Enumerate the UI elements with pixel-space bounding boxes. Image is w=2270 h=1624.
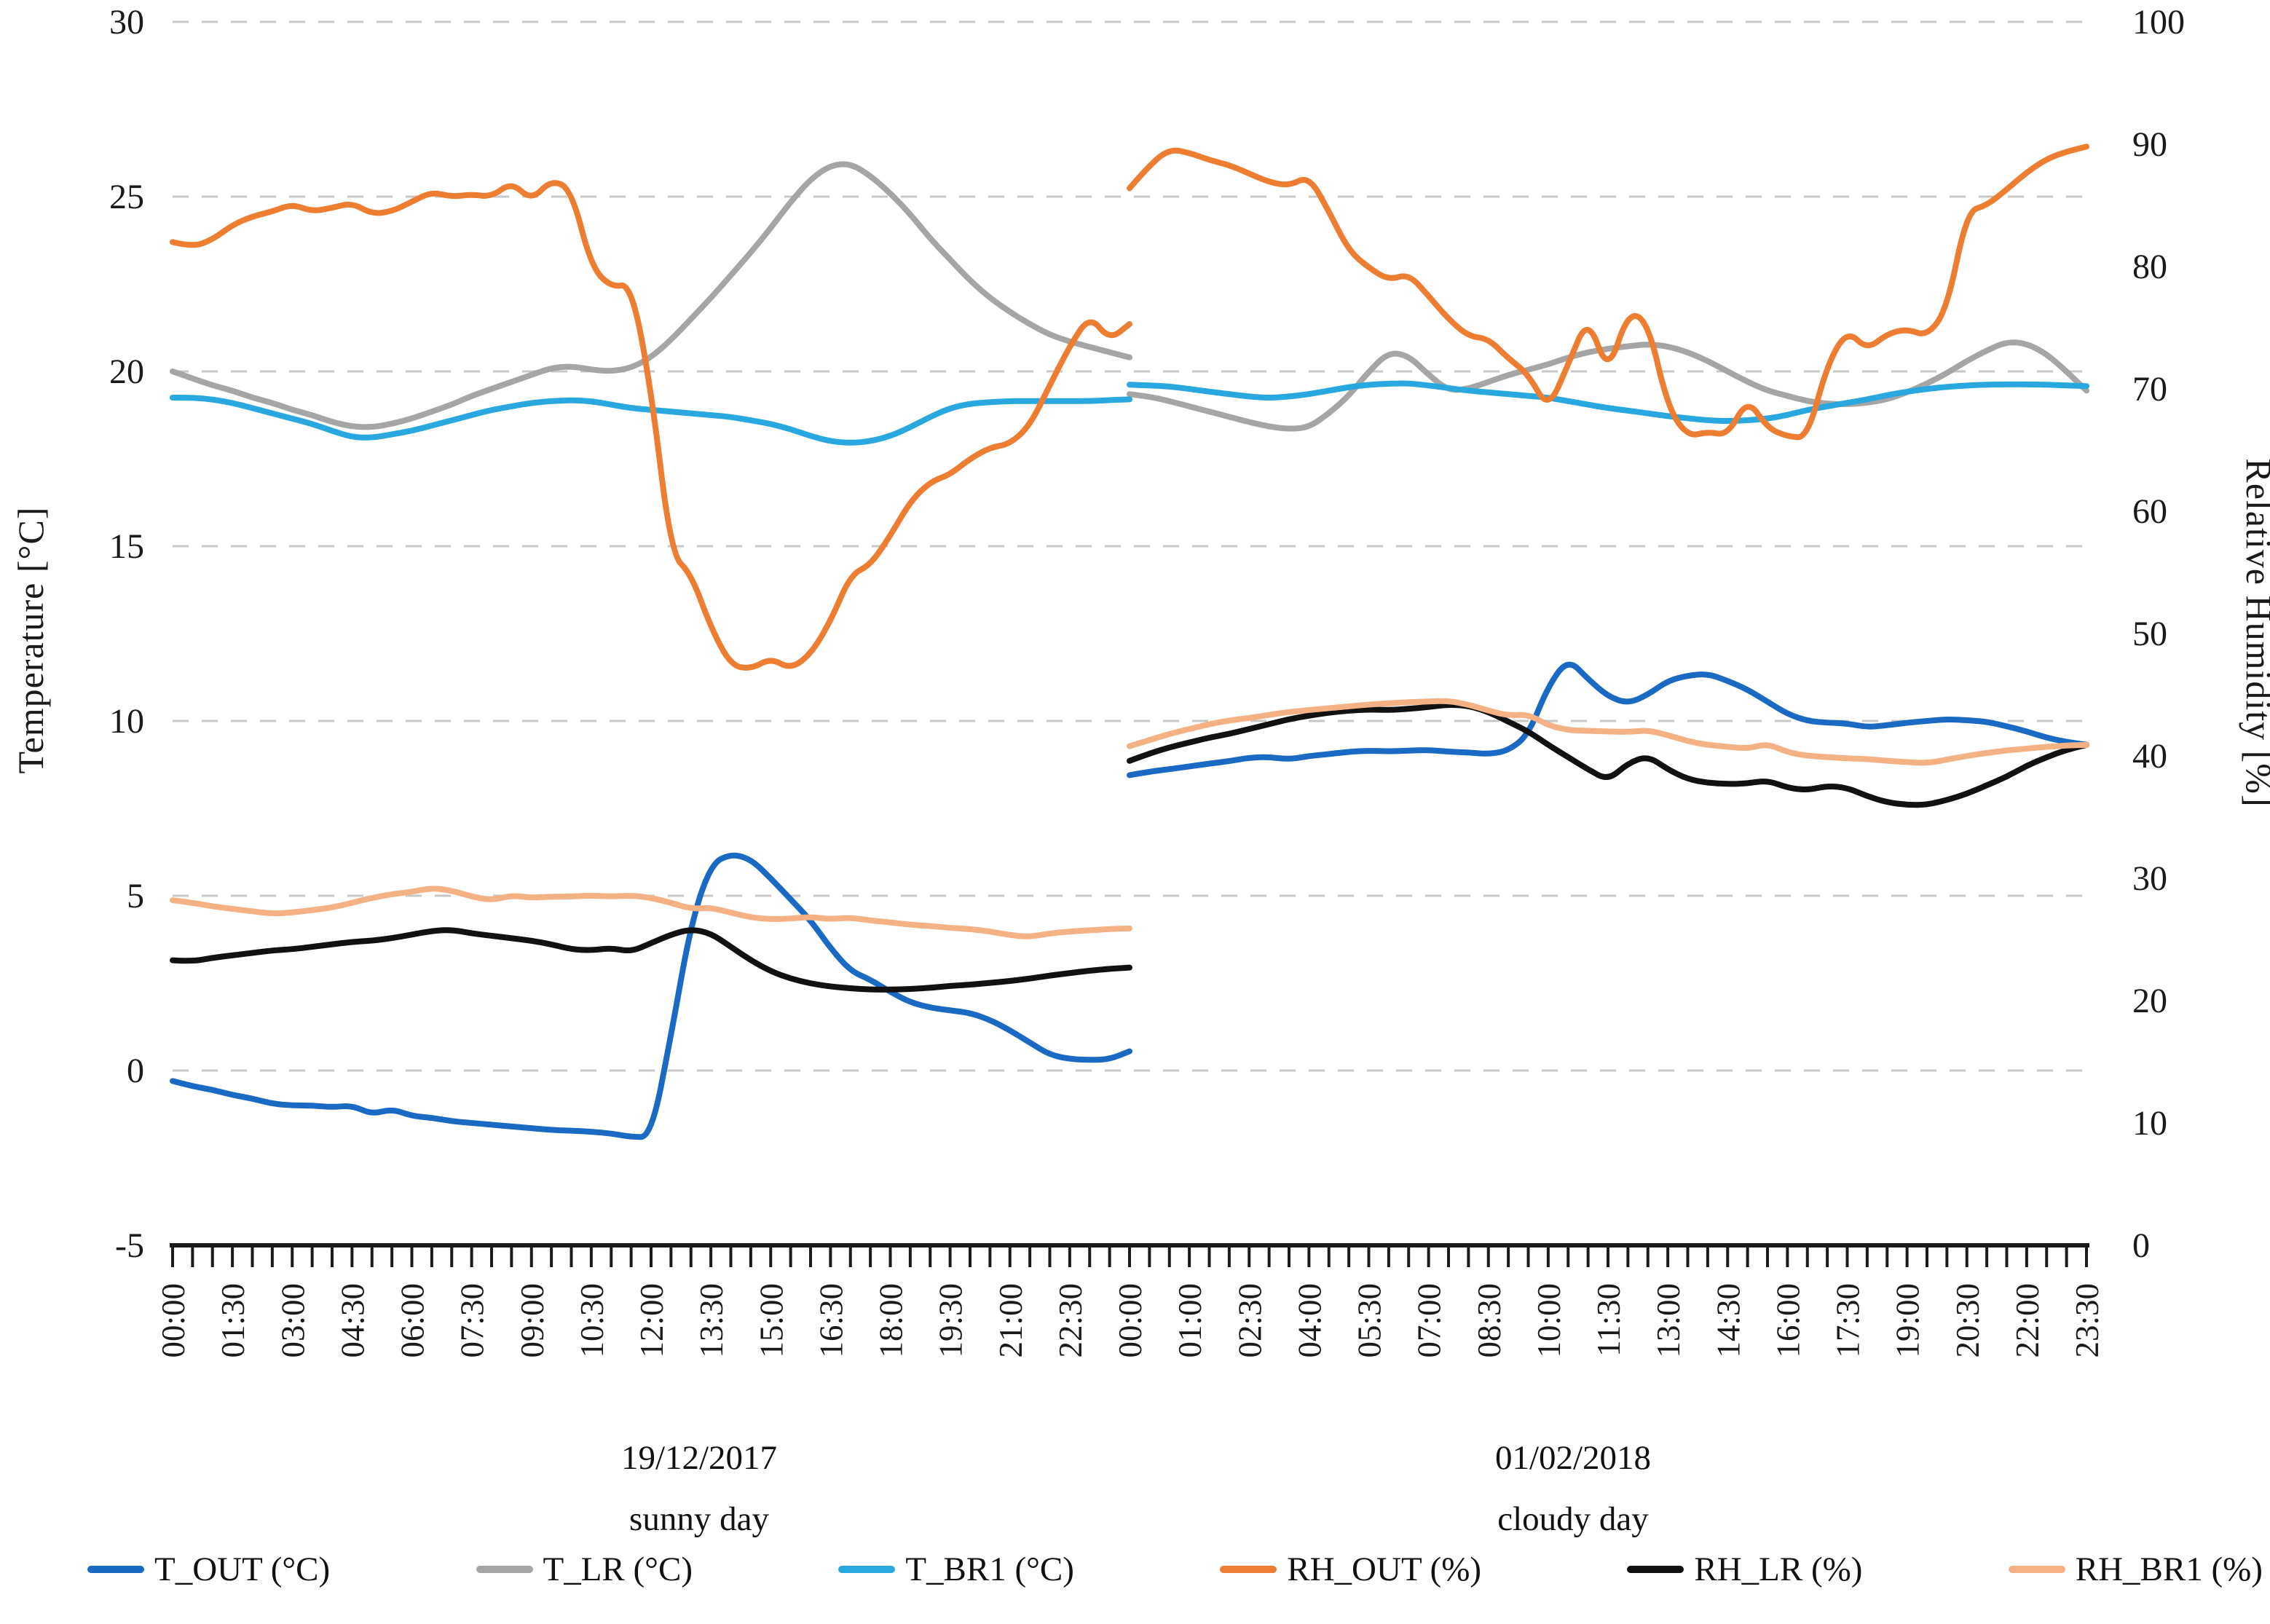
svg-text:30: 30	[109, 3, 144, 42]
svg-text:90: 90	[2132, 125, 2167, 164]
svg-text:17:30: 17:30	[1830, 1283, 1867, 1358]
legend-label-t-out: T_OUT (°C)	[154, 1550, 331, 1588]
svg-text:25: 25	[109, 178, 144, 216]
day2-caption: cloudy day	[1497, 1500, 1649, 1538]
svg-text:15:00: 15:00	[753, 1283, 789, 1358]
svg-text:20:30: 20:30	[1950, 1283, 1986, 1358]
svg-text:10: 10	[2132, 1104, 2167, 1143]
day1-annotation: 19/12/2017 sunny day	[481, 1427, 918, 1550]
day1-caption: sunny day	[629, 1500, 769, 1538]
day2-annotation: 01/02/2018 cloudy day	[1355, 1427, 1792, 1550]
svg-text:40: 40	[2132, 737, 2167, 776]
svg-text:01:00: 01:00	[1172, 1283, 1208, 1358]
svg-text:50: 50	[2132, 615, 2167, 653]
svg-text:13:30: 13:30	[693, 1283, 730, 1358]
legend-swatch-t-br1-icon	[838, 1566, 896, 1573]
svg-text:05:30: 05:30	[1352, 1283, 1388, 1358]
legend-label-t-lr: T_LR (°C)	[543, 1550, 693, 1588]
day1-date: 19/12/2017	[620, 1439, 778, 1477]
legend-item-rh-lr: RH_LR (%)	[1627, 1550, 1862, 1589]
legend-swatch-t-out-icon	[87, 1566, 144, 1573]
svg-text:-5: -5	[115, 1226, 144, 1265]
svg-text:20: 20	[2132, 982, 2167, 1020]
left-axis-title: Temperature [°C]	[10, 506, 51, 774]
svg-text:08:30: 08:30	[1471, 1283, 1508, 1358]
svg-text:18:00: 18:00	[873, 1283, 910, 1358]
legend-swatch-t-lr-icon	[476, 1566, 533, 1573]
svg-text:04:00: 04:00	[1291, 1283, 1328, 1358]
svg-text:22:00: 22:00	[2009, 1283, 2046, 1358]
legend-label-rh-lr: RH_LR (%)	[1694, 1550, 1863, 1588]
svg-text:00:00: 00:00	[155, 1283, 192, 1358]
legend-item-t-br1: T_BR1 (°C)	[838, 1550, 1074, 1589]
right-axis-title: Relative Humidity [%]	[2239, 458, 2270, 808]
legend-label-t-br1: T_BR1 (°C)	[905, 1550, 1074, 1588]
svg-text:21:00: 21:00	[993, 1283, 1029, 1358]
svg-text:15: 15	[109, 527, 144, 566]
svg-text:16:30: 16:30	[813, 1283, 849, 1358]
svg-text:80: 80	[2132, 248, 2167, 286]
svg-text:16:00: 16:00	[1770, 1283, 1806, 1358]
svg-text:01:30: 01:30	[215, 1283, 251, 1358]
svg-text:19:00: 19:00	[1890, 1283, 1926, 1358]
legend-swatch-rh-lr-icon	[1627, 1566, 1684, 1573]
legend-swatch-rh-out-icon	[1220, 1566, 1277, 1573]
svg-text:19:30: 19:30	[933, 1283, 969, 1358]
legend-label-rh-out: RH_OUT (%)	[1287, 1550, 1482, 1588]
svg-text:06:00: 06:00	[395, 1283, 431, 1358]
legend-item-rh-out: RH_OUT (%)	[1220, 1550, 1481, 1589]
legend-item-t-lr: T_LR (°C)	[476, 1550, 693, 1589]
svg-text:0: 0	[127, 1052, 144, 1090]
svg-text:07:00: 07:00	[1411, 1283, 1448, 1358]
svg-text:30: 30	[2132, 859, 2167, 898]
chart-legend: T_OUT (°C) T_LR (°C) T_BR1 (°C) RH_OUT (…	[87, 1550, 2263, 1589]
day2-date: 01/02/2018	[1494, 1439, 1652, 1477]
svg-text:04:30: 04:30	[334, 1283, 371, 1358]
svg-text:100: 100	[2132, 3, 2185, 42]
svg-text:10:30: 10:30	[574, 1283, 610, 1358]
svg-text:00:00: 00:00	[1112, 1283, 1148, 1358]
svg-text:0: 0	[2132, 1226, 2150, 1265]
svg-text:20: 20	[109, 352, 144, 391]
svg-text:60: 60	[2132, 492, 2167, 531]
svg-text:10: 10	[109, 702, 144, 741]
svg-text:23:30: 23:30	[2069, 1283, 2105, 1358]
svg-text:10:00: 10:00	[1531, 1283, 1567, 1358]
svg-text:02:30: 02:30	[1231, 1283, 1268, 1358]
legend-item-t-out: T_OUT (°C)	[87, 1550, 330, 1589]
svg-text:03:00: 03:00	[275, 1283, 311, 1358]
svg-text:12:00: 12:00	[634, 1283, 670, 1358]
legend-item-rh-br1: RH_BR1 (%)	[2008, 1550, 2263, 1589]
legend-label-rh-br1: RH_BR1 (%)	[2075, 1550, 2263, 1588]
svg-text:5: 5	[127, 877, 144, 915]
svg-text:14:30: 14:30	[1710, 1283, 1746, 1358]
svg-text:07:30: 07:30	[454, 1283, 491, 1358]
svg-text:70: 70	[2132, 370, 2167, 409]
svg-text:22:30: 22:30	[1052, 1283, 1089, 1358]
svg-text:09:00: 09:00	[514, 1283, 551, 1358]
legend-swatch-rh-br1-icon	[2008, 1566, 2065, 1573]
svg-text:11:30: 11:30	[1591, 1283, 1627, 1357]
svg-text:13:00: 13:00	[1650, 1283, 1687, 1358]
